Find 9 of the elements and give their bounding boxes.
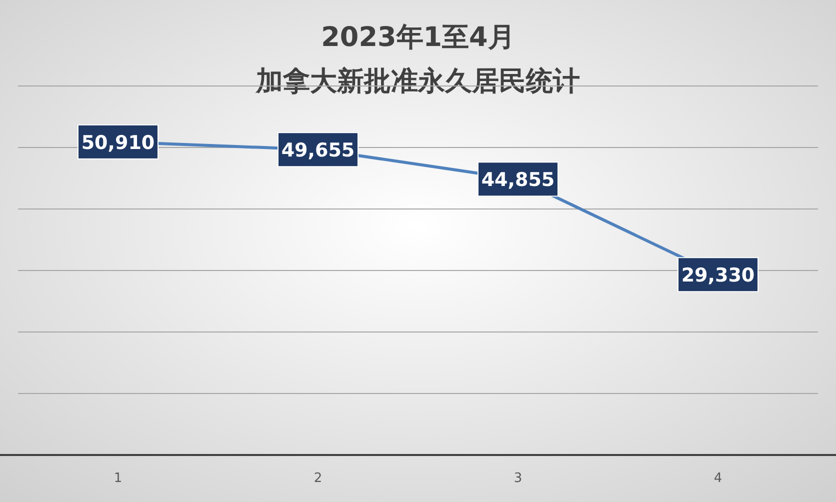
data-label: 29,330	[681, 264, 755, 287]
x-tick-label: 2	[314, 471, 322, 486]
x-tick-label: 3	[514, 471, 522, 486]
x-tick-label: 4	[714, 471, 722, 486]
data-label: 49,655	[281, 140, 355, 162]
chart-title: 2023年1至4月	[321, 22, 515, 53]
data-label: 44,855	[481, 169, 555, 192]
data-label: 50,910	[81, 132, 155, 154]
x-tick-label: 1	[114, 471, 122, 486]
